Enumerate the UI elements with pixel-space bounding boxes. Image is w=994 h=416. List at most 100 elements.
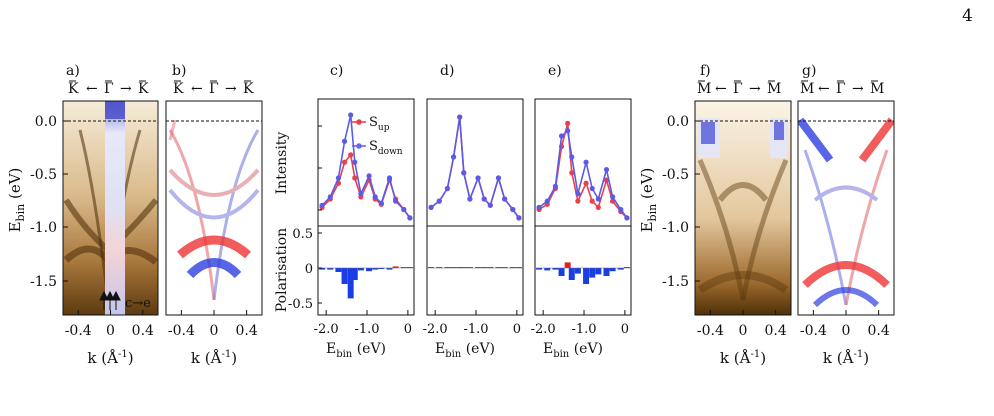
x-axis-title-f: k (Å-1) [720, 349, 766, 367]
kpath-label-0: K [68, 81, 79, 97]
x-tick-d-1: -1.0 [463, 322, 488, 337]
y-axis-title-f: Ebin (eV) [638, 168, 659, 233]
series-line-S_up [430, 116, 520, 219]
pol-bar-10 [386, 268, 393, 270]
x-tick-f-0: -0.4 [697, 323, 724, 339]
panel-label-g: g) [802, 63, 816, 79]
kpath-label-4: K [138, 81, 149, 97]
pol-bar-1 [327, 268, 334, 270]
point-S_down-1 [544, 198, 550, 204]
panel-label-f: f) [700, 63, 711, 79]
point-S_down-7 [475, 175, 481, 181]
kpath-label-0: M [697, 81, 711, 97]
pol-bar-5 [460, 267, 467, 268]
y-tick-f-0: 0.0 [667, 114, 689, 130]
x-axis-title-e: Ebin (eV) [543, 341, 603, 360]
kpath-label-4: M [767, 81, 781, 97]
panel-label-c: c) [330, 63, 343, 79]
y-tick-a-2: -1.0 [30, 220, 57, 236]
point-S_down-8 [589, 185, 595, 192]
kpath-label-1: ← [86, 81, 98, 97]
point-S_down-2 [552, 183, 559, 189]
pol-bar-1 [544, 268, 551, 271]
x-tick-b-2: 0.4 [236, 323, 258, 339]
pol-bar-9 [487, 267, 494, 268]
kpath-label-2: Γ [733, 81, 743, 97]
pol-bar-8 [372, 268, 379, 270]
pol-bar-5 [351, 268, 358, 280]
pol-bar-8 [589, 268, 596, 278]
pol-bar-2 [335, 268, 342, 272]
pol-tick-2: -0.5 [288, 297, 313, 312]
point-S_down-0 [428, 204, 434, 210]
pol-bar-3 [450, 267, 457, 268]
point-S_down-3 [558, 133, 565, 139]
pol-bar-12 [617, 268, 624, 270]
spectrum-c: -2.0 -1.0 0 Ebin (eV) [314, 112, 414, 360]
point-S_down-11 [393, 198, 399, 204]
point-S_down-12 [401, 206, 407, 213]
panel-g [797, 100, 895, 316]
x-axis-title-d: Ebin (eV) [435, 341, 495, 360]
point-S_down-10 [386, 175, 393, 181]
point-S_up-3 [341, 159, 348, 165]
point-S_down-1 [327, 194, 333, 200]
point-S_down-8 [372, 194, 378, 200]
panel-c [317, 98, 415, 316]
point-S_down-13 [407, 215, 413, 221]
point-S_down-2 [444, 185, 451, 192]
series-line-S_down [538, 129, 628, 219]
point-S_down-12 [510, 206, 516, 213]
y-tick-f-1: -0.5 [662, 167, 689, 183]
kpath-label-3: → [120, 81, 132, 97]
kpath-label-2: Γ [209, 81, 219, 97]
x-tick-g-2: 0.4 [868, 323, 890, 339]
x-tick-d-0: -2.0 [423, 322, 448, 337]
pol-bar-12 [509, 267, 516, 268]
x-tick-e-2: 0 [621, 322, 629, 337]
point-S_down-5 [569, 154, 575, 160]
panel-a: c→e [62, 100, 159, 316]
x-tick-f-2: 0.4 [765, 323, 787, 339]
point-S_down-7 [366, 173, 372, 179]
x-axis-title-c: Ebin (eV) [326, 341, 386, 360]
point-S_up-7 [583, 180, 589, 186]
panel-e [534, 98, 632, 316]
x-tick-g-0: -0.4 [800, 323, 827, 339]
pol-bar-6 [466, 267, 473, 268]
pol-bar-13 [623, 267, 630, 268]
pol-bar-8 [481, 267, 488, 268]
panel-b [165, 100, 263, 316]
point-S_down-10 [603, 167, 610, 173]
point-S_down-11 [502, 196, 508, 202]
point-S_down-13 [624, 215, 630, 221]
kpath-label-0: M [800, 81, 814, 97]
pol-bar-6 [357, 268, 364, 271]
x-tick-a-2: 0.4 [132, 323, 154, 339]
series-line-S_up [538, 123, 628, 219]
y-tick-a-0: 0.0 [35, 114, 57, 130]
pol-bar-4 [456, 267, 463, 268]
point-S_down-3 [341, 138, 348, 144]
pol-bar-2 [444, 267, 451, 268]
point-S_down-3 [450, 154, 457, 160]
legend-marker-1 [356, 143, 362, 149]
point-S_up-6 [575, 198, 581, 204]
x-axis-title-b: k (Å-1) [191, 349, 237, 367]
point-S_down-7 [583, 159, 589, 165]
point-S_down-9 [487, 202, 493, 208]
pol-tick-0: 0.5 [292, 227, 313, 242]
point-S_down-9 [595, 196, 601, 202]
point-S_down-2 [335, 175, 342, 181]
y-axis-title-a: Ebin (eV) [6, 168, 27, 233]
x-tick-f-1: 0 [739, 323, 748, 339]
panel-f [694, 100, 792, 316]
pol-bar-3 [341, 268, 348, 284]
series-line-S_down [321, 114, 411, 219]
pol-bar-4 [347, 268, 354, 299]
kpath-label-2: Γ [836, 81, 846, 97]
kpath-label-3: → [749, 81, 761, 97]
pol-bar-7 [583, 268, 590, 284]
panel-label-e: e) [548, 63, 562, 79]
pol-bar-4 [564, 262, 571, 268]
